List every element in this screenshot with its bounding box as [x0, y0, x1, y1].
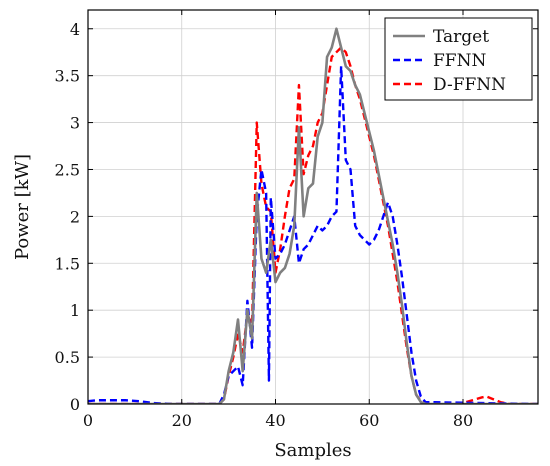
x-tick-label: 60 — [359, 411, 379, 430]
legend-label: FFNN — [433, 51, 486, 71]
x-tick-label: 20 — [172, 411, 192, 430]
y-tick-label: 2 — [70, 207, 80, 226]
plot-frame — [87, 9, 539, 405]
y-tick-label: 1.5 — [55, 254, 80, 273]
y-tick-label: 3.5 — [55, 67, 80, 86]
y-tick-label: 0.5 — [55, 348, 80, 367]
series-line-target — [88, 27, 538, 404]
y-tick-label: 2.5 — [55, 160, 80, 179]
series-line-d-ffnn — [88, 46, 538, 404]
axis-ticks: 0 20 40 60 80 0 0.5 1 1.5 2 2.5 3 3.5 4 — [55, 10, 538, 430]
y-axis-label: Power [kW] — [12, 154, 33, 260]
x-tick-label: 40 — [265, 411, 285, 430]
y-tick-label: 0 — [70, 395, 80, 414]
x-axis-label: Samples — [274, 440, 351, 461]
x-tick-label: 0 — [83, 411, 93, 430]
x-tick-label: 80 — [453, 411, 473, 430]
y-tick-label: 3 — [70, 114, 80, 133]
legend-label: Target — [433, 27, 489, 47]
legend-label: D-FFNN — [433, 75, 506, 95]
series-lines — [88, 27, 538, 404]
y-tick-label: 4 — [70, 20, 80, 39]
series-line-ffnn — [88, 65, 538, 404]
legend: Target FFNN D-FFNN — [384, 17, 533, 101]
y-tick-label: 1 — [70, 301, 80, 320]
